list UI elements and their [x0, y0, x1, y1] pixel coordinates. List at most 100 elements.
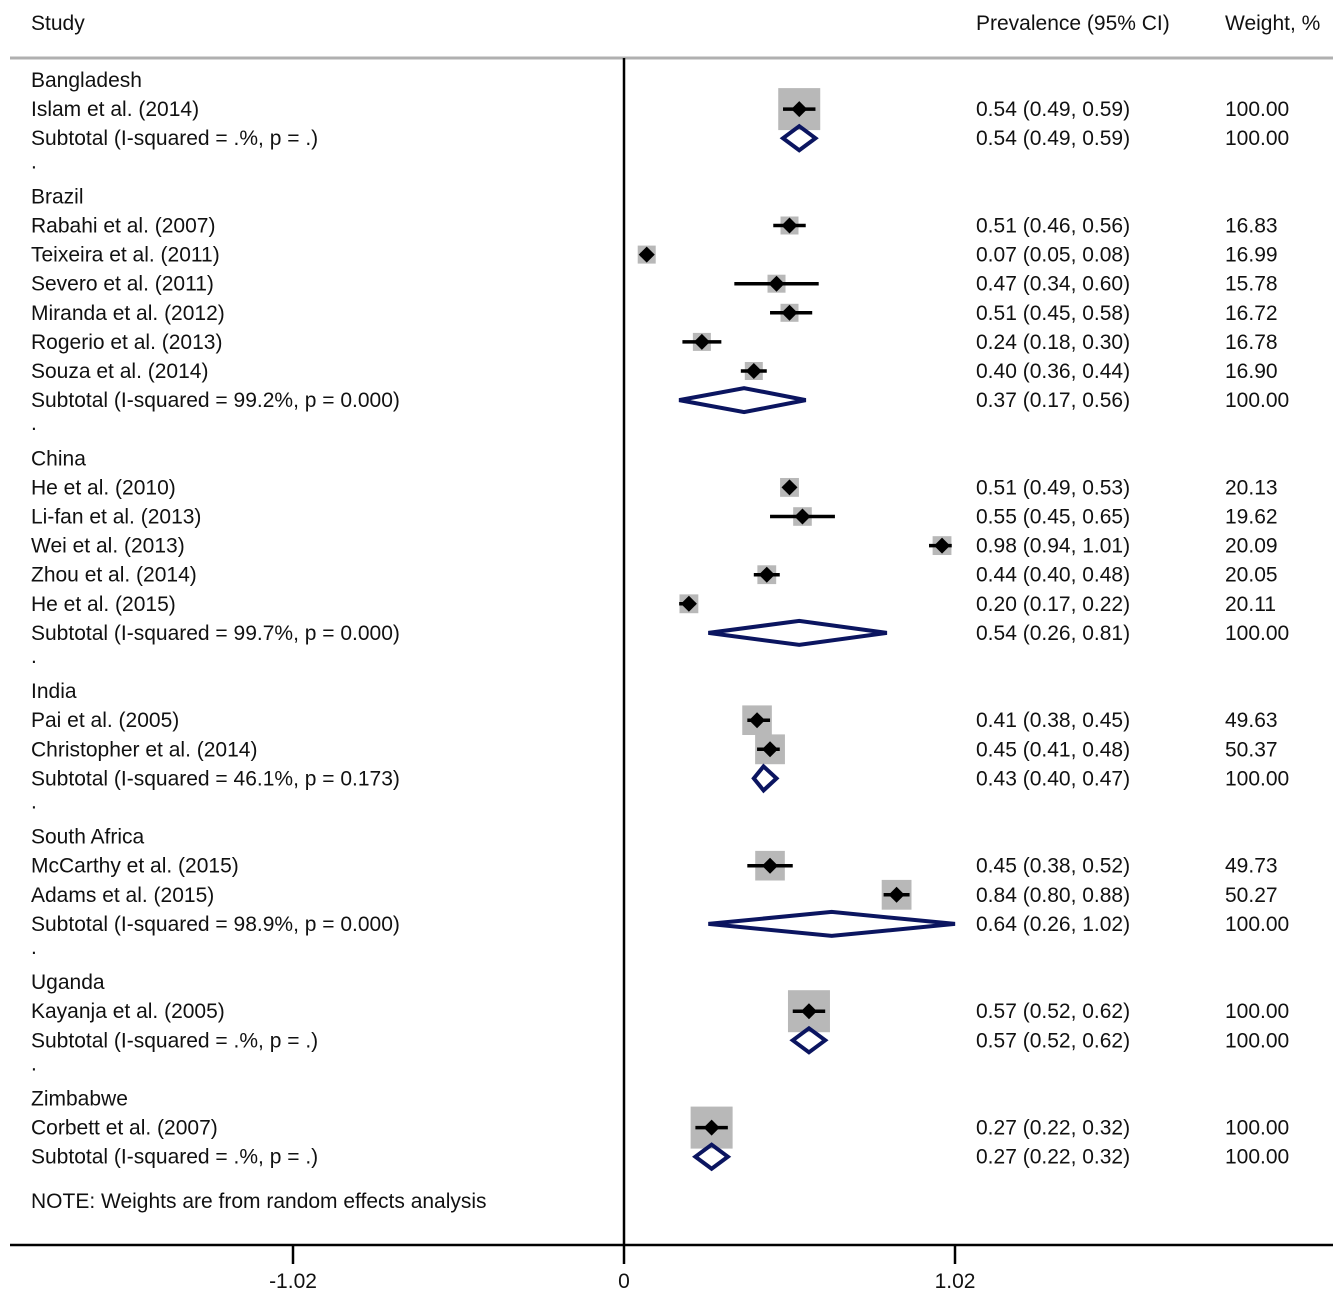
group-label: India: [31, 680, 77, 703]
forest-rows: Bangladesh Islam et al. (2014) 0.54 (0.49,…: [31, 69, 1289, 1172]
x-tick-label: -1.02: [269, 1270, 317, 1291]
group-label: Brazil: [31, 185, 84, 208]
study-point-marker: [791, 101, 808, 118]
subtotal-weight: 100.00: [1225, 1146, 1289, 1169]
study-ci-text: 0.55 (0.45, 0.65): [976, 506, 1130, 529]
study-label: Islam et al. (2014): [31, 98, 199, 121]
subtotal-diamond: [789, 1025, 829, 1055]
study-label: McCarthy et al. (2015): [31, 855, 239, 878]
group-separator: .: [31, 150, 37, 173]
subtotal-weight: 100.00: [1225, 127, 1289, 150]
subtotal-ci-text: 0.57 (0.52, 0.62): [976, 1029, 1130, 1052]
study-ci-text: 0.27 (0.22, 0.32): [976, 1117, 1130, 1140]
study-point-marker: [762, 741, 779, 758]
study-point-marker: [762, 857, 779, 874]
study-weight: 16.78: [1225, 331, 1278, 354]
study-point-marker: [781, 217, 798, 234]
study-ci-text: 0.45 (0.38, 0.52): [976, 855, 1130, 878]
header-weight: Weight, %: [1225, 12, 1320, 35]
study-weight: 19.62: [1225, 506, 1278, 529]
subtotal-ci-text: 0.37 (0.17, 0.56): [976, 389, 1130, 412]
subtotal-weight: 100.00: [1225, 767, 1289, 790]
study-ci-text: 0.51 (0.49, 0.53): [976, 476, 1130, 499]
study-label: Rabahi et al. (2007): [31, 215, 215, 238]
header-prevalence: Prevalence (95% CI): [976, 12, 1170, 35]
subtotal-ci-text: 0.64 (0.26, 1.02): [976, 913, 1130, 936]
study-weight: 20.09: [1225, 535, 1278, 558]
subtotal-ci-text: 0.54 (0.49, 0.59): [976, 127, 1130, 150]
study-weight: 20.11: [1225, 593, 1276, 616]
study-ci-text: 0.24 (0.18, 0.30): [976, 331, 1130, 354]
study-ci-text: 0.54 (0.49, 0.59): [976, 98, 1130, 121]
study-point-marker: [800, 1003, 817, 1020]
study-point-marker: [638, 246, 655, 263]
study-ci-text: 0.98 (0.94, 1.01): [976, 535, 1130, 558]
study-label: Zhou et al. (2014): [31, 564, 197, 587]
study-ci-text: 0.07 (0.05, 0.08): [976, 244, 1130, 267]
subtotal-diamond: [779, 123, 819, 153]
group-label: Uganda: [31, 971, 105, 994]
subtotal-weight: 100.00: [1225, 389, 1289, 412]
study-label: Rogerio et al. (2013): [31, 331, 222, 354]
x-tick-label: 0: [618, 1270, 630, 1291]
subtotal-weight: 100.00: [1225, 622, 1289, 645]
study-ci-text: 0.44 (0.40, 0.48): [976, 564, 1130, 587]
study-label: Severo et al. (2011): [31, 273, 214, 296]
group-separator: .: [31, 645, 37, 668]
study-point-marker: [781, 479, 798, 496]
subtotal-label: Subtotal (I-squared = 98.9%, p = 0.000): [31, 913, 400, 936]
study-label: Kayanja et al. (2005): [31, 1000, 225, 1023]
subtotal-ci-text: 0.27 (0.22, 0.32): [976, 1146, 1130, 1169]
group-label: Zimbabwe: [31, 1088, 128, 1111]
study-point-marker: [703, 1119, 720, 1136]
subtotal-ci-text: 0.43 (0.40, 0.47): [976, 767, 1130, 790]
study-point-marker: [794, 508, 811, 525]
study-weight: 15.78: [1225, 273, 1278, 296]
study-label: Adams et al. (2015): [31, 884, 214, 907]
study-weight: 49.73: [1225, 855, 1278, 878]
footnote: NOTE: Weights are from random effects an…: [31, 1190, 487, 1213]
study-weight: 100.00: [1225, 1117, 1289, 1140]
subtotal-label: Subtotal (I-squared = .%, p = .): [31, 1146, 318, 1169]
study-point-marker: [768, 275, 785, 292]
x-axis-ticks: -1.02 0 1.02: [269, 1245, 975, 1291]
group-separator: .: [31, 412, 37, 435]
study-label: Souza et al. (2014): [31, 360, 208, 383]
group-label: Bangladesh: [31, 69, 142, 92]
study-weight: 20.13: [1225, 476, 1278, 499]
study-label: Corbett et al. (2007): [31, 1117, 218, 1140]
subtotal-weight: 100.00: [1225, 1029, 1289, 1052]
study-label: He et al. (2010): [31, 476, 176, 499]
study-point-marker: [781, 304, 798, 321]
header-study: Study: [31, 12, 85, 35]
study-weight: 100.00: [1225, 98, 1289, 121]
study-weight: 16.72: [1225, 302, 1278, 325]
study-ci-text: 0.45 (0.41, 0.48): [976, 738, 1130, 761]
study-ci-text: 0.40 (0.36, 0.44): [976, 360, 1130, 383]
study-point-marker: [888, 886, 905, 903]
subtotal-label: Subtotal (I-squared = .%, p = .): [31, 127, 318, 150]
group-separator: .: [31, 791, 37, 814]
study-weight: 20.05: [1225, 564, 1278, 587]
study-ci-text: 0.57 (0.52, 0.62): [976, 1000, 1130, 1023]
subtotal-weight: 100.00: [1225, 913, 1289, 936]
study-label: He et al. (2015): [31, 593, 176, 616]
study-ci-text: 0.51 (0.46, 0.56): [976, 215, 1130, 238]
study-point-marker: [680, 595, 697, 612]
subtotal-label: Subtotal (I-squared = 99.2%, p = 0.000): [31, 389, 400, 412]
study-ci-text: 0.41 (0.38, 0.45): [976, 709, 1130, 732]
study-point-marker: [758, 566, 775, 583]
group-separator: .: [31, 1052, 37, 1075]
study-label: Wei et al. (2013): [31, 535, 185, 558]
study-weight: 16.83: [1225, 215, 1278, 238]
study-ci-text: 0.84 (0.80, 0.88): [976, 884, 1130, 907]
study-weight: 49.63: [1225, 709, 1278, 732]
study-weight: 16.99: [1225, 244, 1278, 267]
study-weight: 100.00: [1225, 1000, 1289, 1023]
study-weight: 50.27: [1225, 884, 1278, 907]
subtotal-label: Subtotal (I-squared = 99.7%, p = 0.000): [31, 622, 400, 645]
study-ci-text: 0.47 (0.34, 0.60): [976, 273, 1130, 296]
x-tick-label: 1.02: [935, 1270, 976, 1291]
study-point-marker: [934, 537, 951, 554]
